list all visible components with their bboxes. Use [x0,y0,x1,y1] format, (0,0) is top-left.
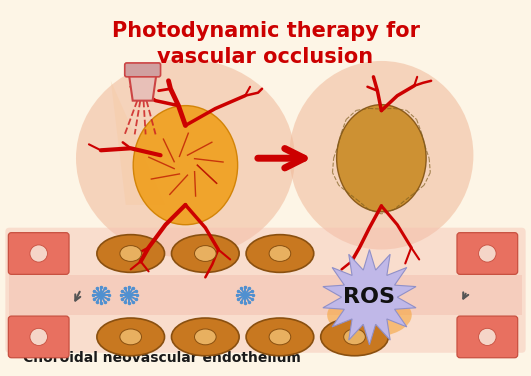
Text: Choroidal neovascular endothelium: Choroidal neovascular endothelium [23,351,301,365]
FancyBboxPatch shape [457,233,518,274]
Ellipse shape [194,329,216,345]
Ellipse shape [269,246,291,261]
Polygon shape [111,81,166,205]
Ellipse shape [30,245,47,262]
Ellipse shape [327,293,412,337]
Text: vascular occlusion: vascular occlusion [157,47,374,67]
Ellipse shape [321,318,388,356]
Ellipse shape [120,329,142,345]
Ellipse shape [289,61,474,250]
Ellipse shape [30,328,47,346]
Ellipse shape [76,59,295,258]
Polygon shape [129,73,157,101]
Ellipse shape [172,235,239,272]
Ellipse shape [246,235,314,272]
Text: ROS: ROS [344,287,396,307]
Ellipse shape [133,106,238,225]
Ellipse shape [337,105,426,212]
Ellipse shape [269,329,291,345]
Ellipse shape [194,246,216,261]
Ellipse shape [172,318,239,356]
FancyBboxPatch shape [125,63,160,77]
Ellipse shape [97,235,165,272]
FancyBboxPatch shape [5,228,526,353]
Ellipse shape [344,329,365,345]
Ellipse shape [478,245,496,262]
Ellipse shape [478,328,496,346]
FancyBboxPatch shape [457,316,518,358]
Polygon shape [323,250,416,345]
FancyBboxPatch shape [8,233,69,274]
Ellipse shape [120,246,142,261]
Text: Photodynamic therapy for: Photodynamic therapy for [112,21,419,41]
FancyBboxPatch shape [8,316,69,358]
Ellipse shape [97,318,165,356]
Bar [10,275,521,315]
Ellipse shape [246,318,314,356]
